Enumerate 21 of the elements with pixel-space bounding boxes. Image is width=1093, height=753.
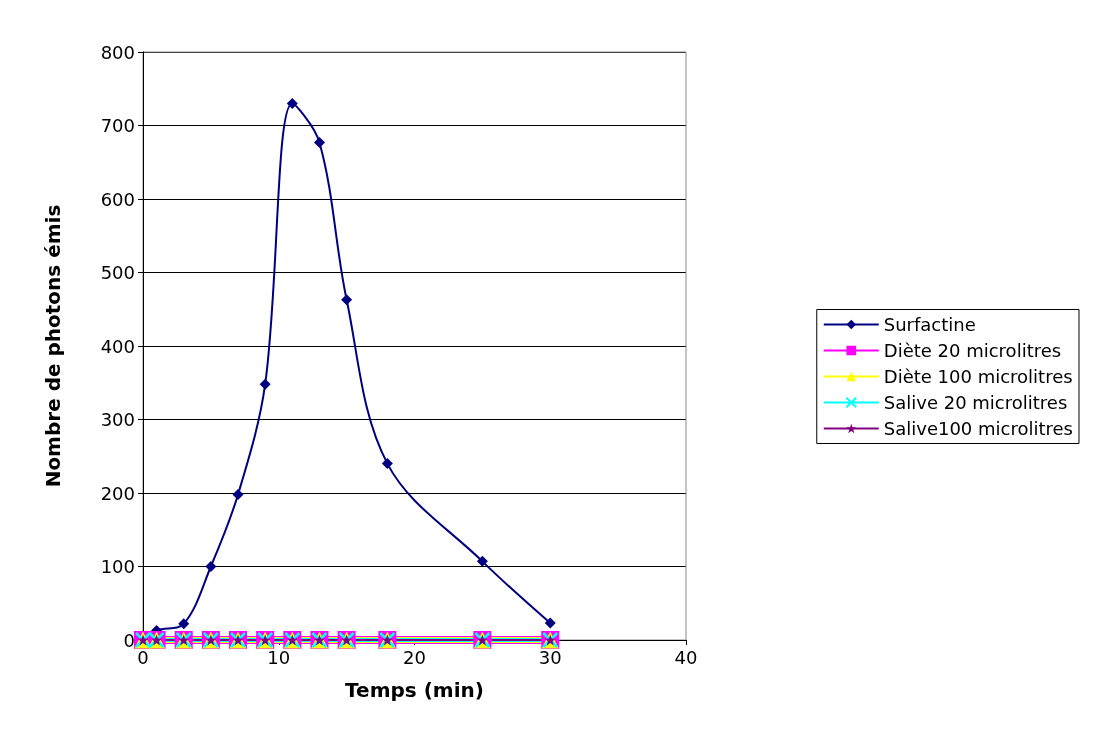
- y-tick-label: 400: [100, 335, 135, 357]
- y-axis-title: Nombre de photons émis: [41, 204, 65, 488]
- y-tick-label: 500: [100, 262, 135, 283]
- y-tick-label: 700: [100, 115, 135, 136]
- x-axis-title: Temps (min): [345, 678, 484, 702]
- y-tick-label: 200: [100, 482, 135, 504]
- x-tick-label: 20: [403, 646, 426, 668]
- x-tick-label: 40: [674, 646, 698, 668]
- y-tick-label: 100: [100, 556, 135, 577]
- y-tick-label: 0: [123, 629, 135, 651]
- y-tick-label: 800: [100, 41, 135, 63]
- legend-label: Salive100 microlitres: [883, 418, 1074, 439]
- y-tick-label: 300: [100, 409, 135, 430]
- x-tick-label: 30: [538, 646, 562, 668]
- legend-label: Diète 100 microlitres: [883, 366, 1073, 387]
- x-tick-label: 0: [137, 646, 149, 668]
- legend-label: Diète 20 microlitres: [883, 340, 1062, 361]
- legend-label: Salive 20 microlitres: [883, 392, 1068, 413]
- x-tick-label: 10: [267, 646, 291, 668]
- y-tick-label: 600: [100, 188, 135, 210]
- legend-label: Surfactine: [883, 314, 976, 335]
